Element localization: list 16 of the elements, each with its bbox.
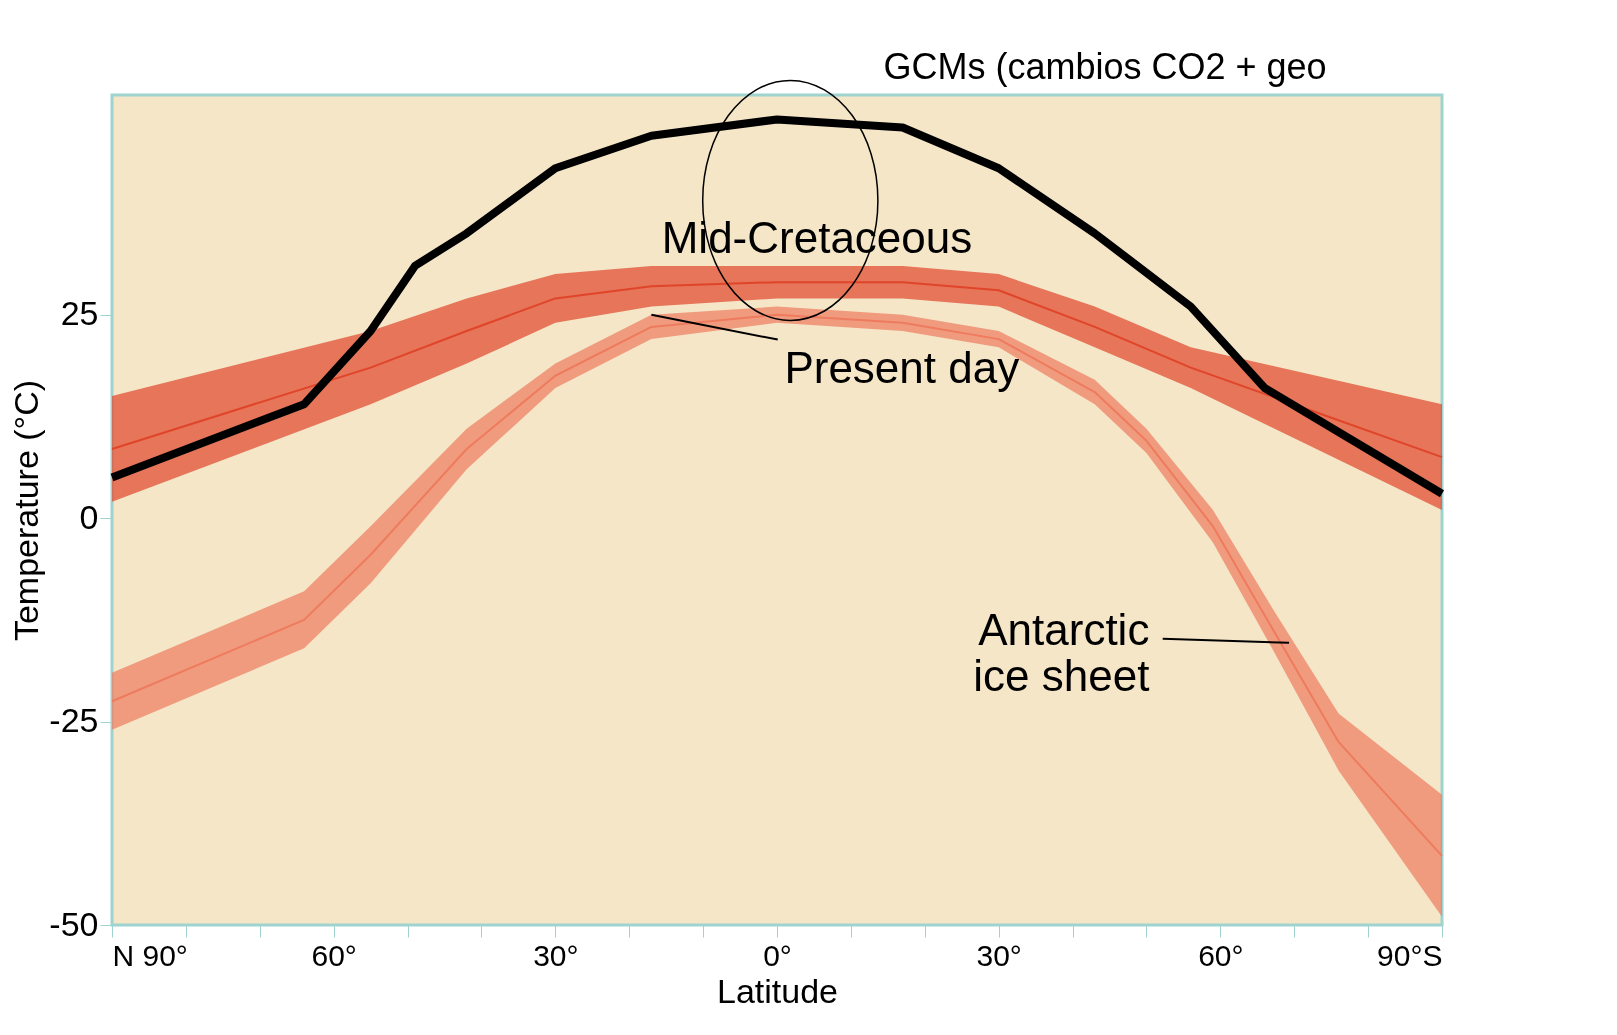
y-tick-label: 0 bbox=[79, 497, 99, 536]
x-tick-label: N 90° bbox=[112, 938, 188, 972]
x-axis-title: Latitude bbox=[717, 971, 838, 1010]
y-tick-label: -25 bbox=[49, 701, 99, 740]
x-tick-label: 60° bbox=[1198, 938, 1244, 972]
x-tick-label: 0° bbox=[763, 938, 792, 972]
y-tick-label: -50 bbox=[49, 904, 99, 943]
annotation: Antarctic ice sheet bbox=[973, 604, 1150, 700]
x-tick-label: 60° bbox=[311, 938, 357, 972]
series-label: GCMs (cambios CO2 + geo bbox=[883, 46, 1327, 87]
series-label: Present day bbox=[784, 342, 1020, 392]
x-tick-label: 90°S bbox=[1377, 938, 1443, 972]
x-tick-label: 30° bbox=[976, 938, 1022, 972]
y-tick-label: 25 bbox=[60, 294, 99, 333]
x-tick-label: 30° bbox=[533, 938, 579, 972]
y-axis-title: Temperature (°C) bbox=[7, 379, 46, 642]
